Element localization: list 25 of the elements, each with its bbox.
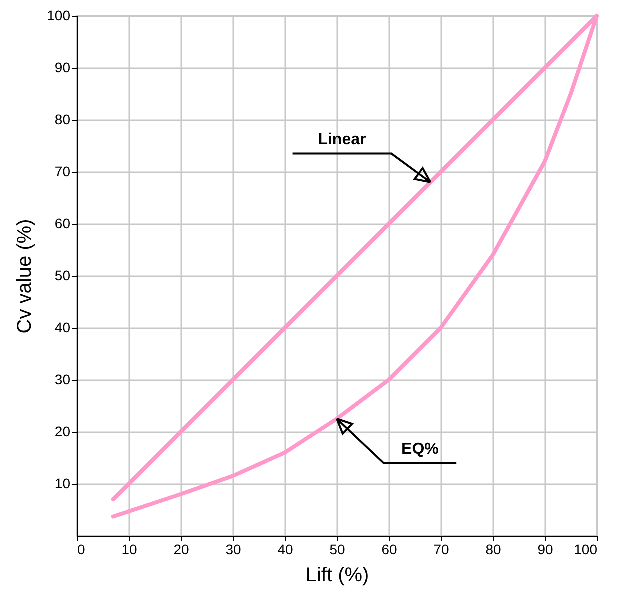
x-tick-label: 100	[574, 542, 598, 558]
x-axis-title: Lift (%)	[306, 564, 370, 586]
y-tick-label: 10	[54, 476, 71, 492]
x-tick-label: 20	[174, 542, 190, 558]
annotation: Linear	[318, 132, 366, 149]
x-tick-label: 30	[226, 542, 242, 558]
y-tick-label: 100	[47, 8, 71, 24]
x-tick-label: 50	[330, 542, 346, 558]
y-tick-label: 50	[54, 268, 71, 284]
x-tick-label: 10	[122, 542, 138, 558]
y-axis-title: Cv value (%)	[14, 219, 36, 334]
x-tick-label: 70	[434, 542, 450, 558]
x-tick-label: 90	[538, 542, 554, 558]
x-tick-label: 40	[278, 542, 294, 558]
x-tick-label: 60	[382, 542, 398, 558]
y-tick-label: 90	[54, 60, 71, 76]
annotation: EQ%	[402, 440, 439, 458]
x-tick-label: 0	[78, 542, 86, 558]
y-tick-label: 60	[54, 216, 71, 232]
y-tick-label: 70	[54, 164, 71, 180]
y-tick-label: 20	[54, 424, 71, 440]
y-tick-label: 40	[54, 320, 71, 336]
y-tick-label: 30	[54, 372, 71, 388]
x-tick-label: 80	[486, 542, 502, 558]
y-tick-label: 80	[54, 112, 71, 128]
